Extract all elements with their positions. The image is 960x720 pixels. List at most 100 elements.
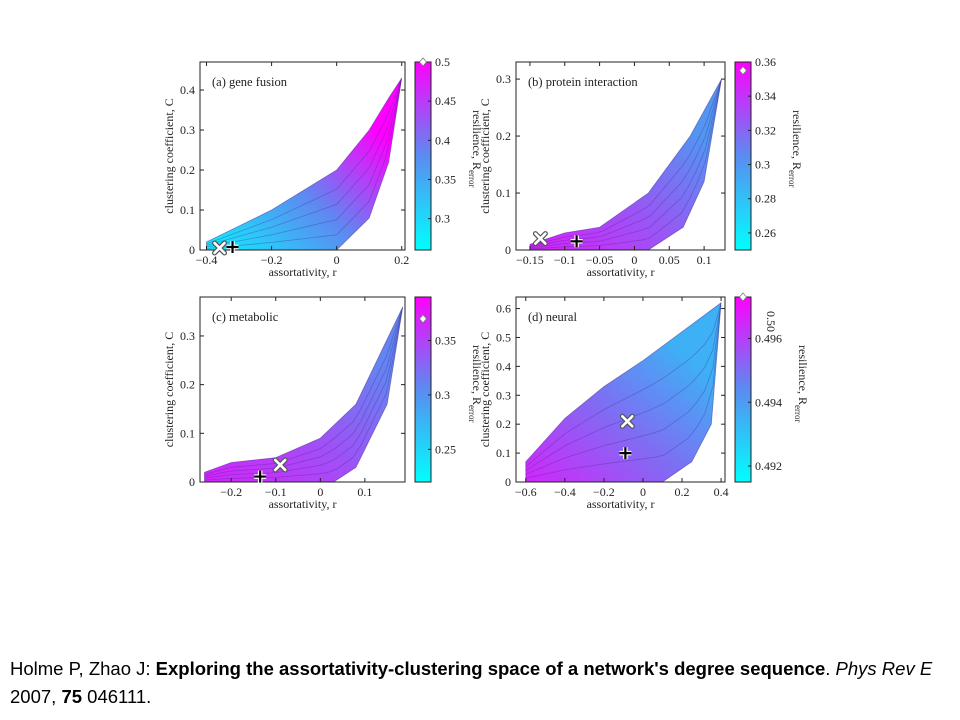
contour-line [206, 78, 402, 249]
x-tick-label: −0.2 [593, 485, 615, 499]
axes-frame [515, 296, 726, 483]
colorbar-tick-label: 0.34 [755, 89, 776, 103]
y-tick-label: 0.4 [496, 359, 511, 373]
plus-marker [570, 235, 583, 248]
x-tick-label: 0 [317, 485, 323, 499]
x-tick-label: 0.2 [675, 485, 690, 499]
colorbar-label-sub: error [467, 405, 477, 423]
citation-pages: 046111. [82, 686, 152, 707]
y-axis-label: clustering coefficient, C [162, 332, 176, 447]
heatmap-region [206, 78, 402, 250]
colorbar-scale [414, 296, 432, 483]
colorbar-tick-label: 0.3 [755, 158, 770, 172]
x-tick-label: −0.05 [586, 253, 614, 267]
citation-title: Exploring the assortativity-clustering s… [155, 658, 826, 679]
x-tick-label: 0 [640, 485, 646, 499]
plus-marker [226, 241, 239, 253]
panel-a: −0.4 −0.2 0 0.2 0 0.1 0.2 0.3 0.4 assortativity, … [162, 55, 484, 279]
colorbar-label-sub: error [787, 170, 797, 188]
colorbar: 0.26 0.28 0.3 0.32 0.34 0.36 resilience, Rerro… [734, 55, 804, 251]
y-tick-label: 0 [189, 243, 195, 257]
x-marker-core [534, 232, 547, 245]
y-tick-label: 0.1 [496, 186, 511, 200]
panel-title: (c) metabolic [212, 310, 279, 324]
contour-line [204, 306, 403, 479]
colorbar: 0.3 0.35 0.4 0.45 0.5 resilience, Rerror [414, 55, 484, 251]
colorbar-diamond-marker [738, 292, 748, 302]
x-tick-label: −0.6 [515, 485, 537, 499]
colorbar-scale [734, 296, 752, 483]
contour-line [204, 306, 403, 477]
panel-title: (b) protein interaction [528, 75, 638, 89]
colorbar-tick-label: 0.3 [435, 212, 450, 226]
colorbar-tick-label: 0.496 [755, 331, 782, 345]
x-tick-label: −0.4 [196, 253, 218, 267]
citation-year: 2007, [10, 686, 62, 707]
y-tick-label: 0 [505, 243, 511, 257]
x-tick-label: −0.15 [516, 253, 544, 267]
x-tick-label: 0.4 [714, 485, 729, 499]
y-tick-label: 0.1 [180, 203, 195, 217]
plus-marker [254, 470, 267, 483]
x-tick-label: 0.1 [697, 253, 712, 267]
y-tick-label: 0.3 [496, 72, 511, 86]
y-tick-label: 0.2 [496, 129, 511, 143]
citation-journal: Phys Rev E [835, 658, 933, 679]
contour-line [529, 79, 722, 250]
y-tick-label: 0.2 [180, 378, 195, 392]
colorbar-label: resilience, Rerror [793, 345, 810, 422]
contour-line [204, 306, 403, 475]
y-tick-label: 0.3 [180, 329, 195, 343]
colorbar-label: resilience, Rerror [467, 345, 484, 422]
x-marker [532, 231, 548, 247]
heatmap-region [529, 79, 722, 250]
colorbar-tick-label: 0.3 [435, 388, 450, 402]
colorbar-diamond-marker [418, 314, 428, 324]
x-marker [272, 457, 288, 473]
contour-line [206, 78, 402, 246]
colorbar-tick-label: 0.35 [435, 334, 456, 348]
colorbar-label: resilience, Rerror [787, 110, 804, 187]
colorbar-label-main: resilience, R [796, 345, 810, 405]
panel-c: −0.2 −0.1 0 0.1 0 0.1 0.2 0.3 assortativity, r cl… [162, 296, 484, 511]
colorbar-tick-label: 0.45 [435, 94, 456, 108]
x-axis-label: assortativity, r [269, 497, 337, 511]
citation-authors: Holme P, Zhao J: [10, 658, 156, 679]
colorbar-scale [414, 61, 432, 251]
colorbar-tick-label: 0.26 [755, 226, 776, 240]
heatmap-region [204, 306, 403, 482]
colorbar-diamond-marker [418, 57, 428, 67]
panel-d: −0.6 −0.4 −0.2 0 0.2 0.4 0 0.1 0.2 0.3 0.4 0.5 0.6 as… [478, 292, 810, 511]
contour-line [529, 79, 722, 247]
axes-frame [199, 61, 406, 251]
x-axis-label: assortativity, r [587, 497, 655, 511]
figure-panels: −0.4 −0.2 0 0.2 0 0.1 0.2 0.3 0.4 assortativity, … [162, 55, 810, 511]
panel-b: −0.15 −0.1 −0.05 0 0.05 0.1 0 0.1 0.2 0.3 assortat… [478, 55, 804, 279]
colorbar-top-label: 0.50 [764, 311, 778, 332]
colorbar-label-sub: error [467, 170, 477, 188]
x-tick-label: −0.1 [554, 253, 576, 267]
y-tick-label: 0 [189, 475, 195, 489]
colorbar-label: resilience, Rerror [467, 110, 484, 187]
contour-line [206, 78, 402, 248]
colorbar-tick-label: 0.494 [755, 395, 782, 409]
x-axis-label: assortativity, r [587, 265, 655, 279]
colorbar-tick-label: 0.25 [435, 442, 456, 456]
y-tick-label: 0.1 [496, 446, 511, 460]
plus-marker-core [254, 470, 267, 483]
contour-line [529, 79, 722, 249]
colorbar-label-main: resilience, R [470, 345, 484, 405]
plus-marker [619, 447, 632, 460]
x-marker-core [621, 414, 634, 428]
citation-sep: . [825, 658, 836, 679]
plus-marker-core [226, 241, 239, 253]
x-tick-label: 0 [631, 253, 637, 267]
y-tick-label: 0.1 [180, 426, 195, 440]
x-tick-label: −0.1 [265, 485, 287, 499]
colorbar-tick-label: 0.4 [435, 133, 450, 147]
y-tick-label: 0.2 [180, 163, 195, 177]
colorbar-label-main: resilience, R [790, 110, 804, 170]
colorbar-label-sub: error [793, 405, 803, 423]
y-tick-label: 0.3 [180, 123, 195, 137]
colorbar-tick-label: 0.492 [755, 459, 782, 473]
